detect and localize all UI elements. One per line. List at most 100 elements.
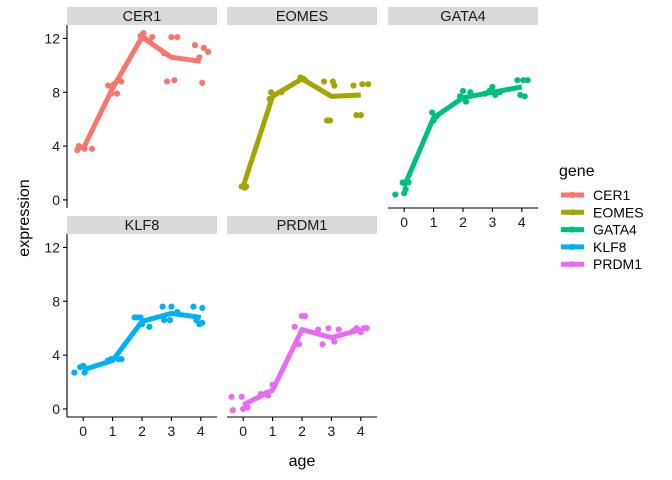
legend-item-label: CER1 bbox=[593, 187, 631, 203]
data-point bbox=[149, 34, 156, 41]
y-tick-label: 0 bbox=[52, 192, 60, 208]
data-point bbox=[365, 81, 372, 88]
data-point bbox=[168, 34, 175, 41]
legend-item-label: PRDM1 bbox=[593, 256, 642, 272]
data-point bbox=[191, 42, 199, 49]
mean-line bbox=[401, 84, 523, 188]
legend-item-prdm1: PRDM1 bbox=[561, 256, 642, 272]
facet-panel-eomes: EOMES bbox=[227, 7, 377, 191]
data-point bbox=[118, 356, 125, 363]
data-point bbox=[301, 312, 309, 320]
data-point bbox=[331, 82, 338, 89]
y-tick-label: 4 bbox=[52, 347, 60, 363]
x-axis-title: age bbox=[289, 453, 316, 470]
x-tick-label: 1 bbox=[269, 423, 277, 439]
x-tick-label: 4 bbox=[357, 423, 365, 439]
data-point bbox=[200, 44, 207, 51]
facet-strip-label: CER1 bbox=[123, 9, 162, 25]
data-point bbox=[166, 317, 174, 324]
data-point bbox=[146, 323, 153, 330]
legend-key-point bbox=[569, 243, 576, 250]
y-tick-label: 8 bbox=[52, 84, 60, 100]
data-point bbox=[489, 83, 496, 90]
data-point bbox=[113, 90, 121, 97]
y-axis-title: expression bbox=[16, 179, 33, 256]
data-point bbox=[159, 303, 166, 310]
mean-line bbox=[80, 34, 202, 150]
facet-strip bbox=[227, 216, 377, 234]
data-point bbox=[199, 319, 206, 326]
data-point bbox=[353, 112, 360, 119]
mean-line bbox=[82, 310, 202, 373]
data-point bbox=[363, 325, 370, 332]
data-point bbox=[190, 303, 197, 310]
x-tick-label: 3 bbox=[328, 423, 336, 439]
data-point bbox=[326, 117, 334, 124]
data-point bbox=[171, 77, 178, 84]
data-point bbox=[331, 338, 338, 345]
data-point bbox=[320, 78, 328, 85]
legend-item-label: GATA4 bbox=[593, 222, 637, 238]
facet-strip-label: KLF8 bbox=[125, 218, 160, 234]
y-tick-label: 4 bbox=[52, 138, 60, 154]
mean-line bbox=[242, 327, 362, 408]
data-point bbox=[325, 325, 332, 332]
facet-strip-label: PRDM1 bbox=[277, 218, 328, 234]
data-point bbox=[199, 304, 206, 312]
data-point bbox=[524, 77, 531, 84]
x-tick-label: 1 bbox=[430, 214, 438, 230]
legend-item-gata4: GATA4 bbox=[561, 222, 637, 238]
data-point bbox=[520, 77, 527, 84]
facet-strip-label: GATA4 bbox=[440, 9, 485, 25]
legend-key-point bbox=[569, 191, 576, 199]
data-point bbox=[174, 34, 181, 41]
facet-panel-prdm1: PRDM1 0 1 2 3 4 bbox=[227, 216, 377, 439]
legend-item-label: EOMES bbox=[593, 204, 644, 220]
x-tick-label: 2 bbox=[138, 423, 146, 439]
data-point bbox=[105, 82, 112, 89]
facet-strip bbox=[67, 7, 217, 25]
x-tick-label: 4 bbox=[518, 214, 526, 230]
facet-strip bbox=[227, 7, 377, 25]
data-point bbox=[228, 393, 235, 400]
x-tick-label: 3 bbox=[168, 423, 176, 439]
x-tick-label: 0 bbox=[400, 214, 408, 230]
facet-strip-label: EOMES bbox=[276, 9, 328, 25]
mean-line bbox=[240, 76, 361, 188]
legend-title: gene bbox=[559, 163, 595, 180]
legend-item-klf8: KLF8 bbox=[561, 239, 627, 255]
data-point bbox=[199, 79, 206, 86]
data-point bbox=[229, 407, 236, 414]
facet-panel-cer1: CER1 0 4 8 12 bbox=[44, 7, 217, 208]
facet-panel-gata4: GATA4 0 1 2 3 4 bbox=[388, 7, 538, 230]
y-tick-label: 12 bbox=[44, 239, 60, 255]
legend-item-label: KLF8 bbox=[593, 239, 627, 255]
y-tick-label: 8 bbox=[52, 293, 60, 309]
data-point bbox=[160, 317, 168, 324]
legend-item-cer1: CER1 bbox=[561, 187, 631, 203]
x-tick-label: 2 bbox=[298, 423, 306, 439]
data-point bbox=[521, 93, 528, 100]
legend-key-point bbox=[569, 261, 576, 268]
y-tick-label: 12 bbox=[44, 30, 60, 46]
data-point bbox=[88, 145, 96, 152]
legend-item-eomes: EOMES bbox=[561, 204, 644, 220]
data-point bbox=[459, 87, 467, 95]
data-point bbox=[335, 326, 342, 333]
facet-strip bbox=[388, 7, 538, 25]
x-tick-label: 2 bbox=[459, 214, 467, 230]
x-tick-label: 4 bbox=[197, 423, 205, 439]
data-point bbox=[163, 78, 171, 85]
data-point bbox=[359, 81, 366, 88]
data-point bbox=[392, 191, 399, 198]
legend-key-point bbox=[569, 209, 576, 216]
data-point bbox=[205, 48, 212, 56]
x-tick-label: 3 bbox=[489, 214, 497, 230]
data-point bbox=[319, 341, 326, 348]
data-point bbox=[238, 393, 245, 400]
data-point bbox=[350, 82, 357, 89]
